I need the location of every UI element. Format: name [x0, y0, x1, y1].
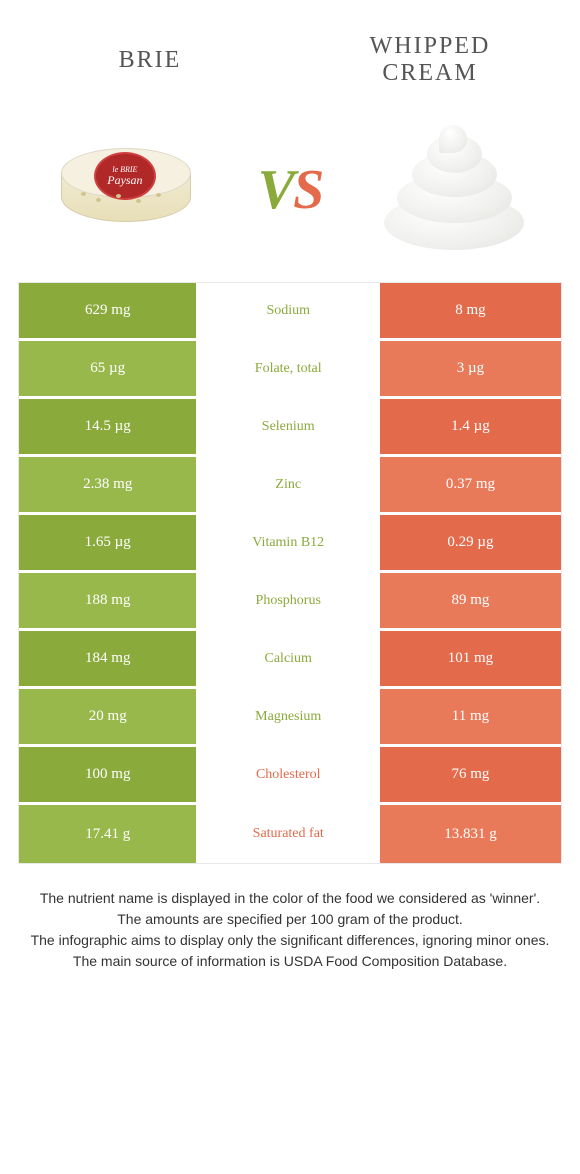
value-left: 14.5 µg: [19, 399, 199, 454]
value-right: 89 mg: [380, 573, 561, 628]
value-left: 2.38 mg: [19, 457, 199, 512]
value-left: 100 mg: [19, 747, 199, 802]
brie-label-line2: Paysan: [107, 174, 142, 186]
nutrient-label: Vitamin B12: [199, 515, 379, 570]
footnote-line: The main source of information is USDA F…: [30, 951, 550, 972]
vs-s: S: [293, 159, 322, 221]
table-row: 188 mgPhosphorus89 mg: [19, 573, 561, 631]
value-left: 17.41 g: [19, 805, 199, 863]
nutrient-label: Calcium: [199, 631, 379, 686]
nutrient-label: Sodium: [199, 283, 379, 338]
table-row: 184 mgCalcium101 mg: [19, 631, 561, 689]
value-left: 65 µg: [19, 341, 199, 396]
footnote-line: The infographic aims to display only the…: [30, 930, 550, 951]
value-left: 1.65 µg: [19, 515, 199, 570]
nutrient-label: Selenium: [199, 399, 379, 454]
footnote-line: The nutrient name is displayed in the co…: [30, 888, 550, 909]
whipped-cream-image: [374, 120, 534, 260]
value-left: 188 mg: [19, 573, 199, 628]
header: Brie Whipped Cream: [0, 0, 580, 110]
value-right: 8 mg: [380, 283, 561, 338]
nutrient-label: Cholesterol: [199, 747, 379, 802]
nutrient-label: Saturated fat: [199, 805, 379, 863]
nutrient-label: Folate, total: [199, 341, 379, 396]
value-right: 0.29 µg: [380, 515, 561, 570]
value-left: 184 mg: [19, 631, 199, 686]
vs-v: V: [258, 159, 293, 221]
nutrient-label: Magnesium: [199, 689, 379, 744]
value-right: 13.831 g: [380, 805, 561, 863]
title-left: Brie: [50, 47, 250, 74]
value-left: 629 mg: [19, 283, 199, 338]
value-right: 11 mg: [380, 689, 561, 744]
table-row: 20 mgMagnesium11 mg: [19, 689, 561, 747]
value-right: 76 mg: [380, 747, 561, 802]
table-row: 1.65 µgVitamin B120.29 µg: [19, 515, 561, 573]
value-right: 0.37 mg: [380, 457, 561, 512]
value-left: 20 mg: [19, 689, 199, 744]
value-right: 3 µg: [380, 341, 561, 396]
images-row: le BRIE Paysan VS: [0, 110, 580, 270]
table-row: 65 µgFolate, total3 µg: [19, 341, 561, 399]
brie-image: le BRIE Paysan: [46, 120, 206, 260]
nutrient-label: Zinc: [199, 457, 379, 512]
value-right: 101 mg: [380, 631, 561, 686]
comparison-table: 629 mgSodium8 mg65 µgFolate, total3 µg14…: [18, 282, 562, 864]
vs-label: VS: [258, 158, 323, 222]
table-row: 14.5 µgSelenium1.4 µg: [19, 399, 561, 457]
nutrient-label: Phosphorus: [199, 573, 379, 628]
table-row: 100 mgCholesterol76 mg: [19, 747, 561, 805]
table-row: 17.41 gSaturated fat13.831 g: [19, 805, 561, 863]
table-row: 629 mgSodium8 mg: [19, 283, 561, 341]
table-row: 2.38 mgZinc0.37 mg: [19, 457, 561, 515]
footnote-line: The amounts are specified per 100 gram o…: [30, 909, 550, 930]
value-right: 1.4 µg: [380, 399, 561, 454]
footnotes: The nutrient name is displayed in the co…: [30, 888, 550, 972]
title-right: Whipped Cream: [330, 33, 530, 87]
